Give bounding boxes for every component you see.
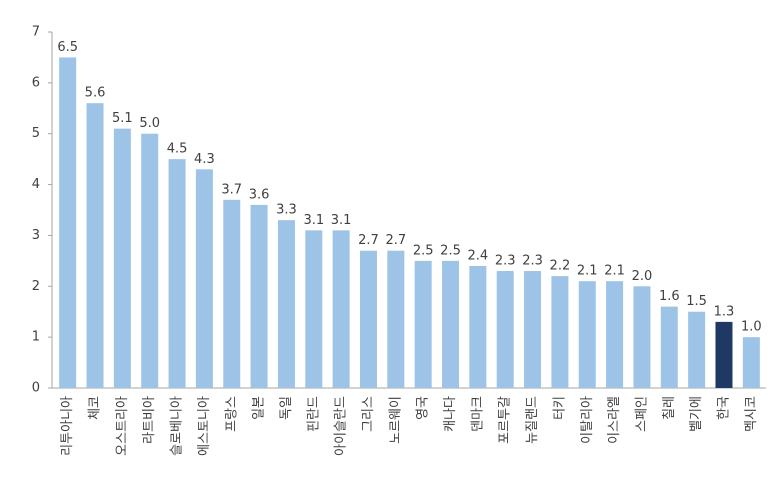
value-label: 5.0	[139, 116, 160, 131]
x-tick-label: 아이슬란드	[334, 396, 349, 456]
x-tick-label: 오스트리아	[115, 396, 130, 456]
value-label: 2.3	[495, 254, 516, 269]
bar	[113, 128, 131, 388]
value-label: 2.5	[440, 243, 461, 258]
value-label: 4.3	[194, 152, 215, 167]
bar	[524, 271, 542, 388]
x-tick-label: 프랑스	[224, 396, 239, 432]
bar	[496, 271, 514, 388]
value-label: 3.3	[276, 203, 297, 218]
value-label: 2.0	[632, 269, 653, 284]
bar	[86, 103, 104, 388]
x-tick-label: 덴마크	[470, 396, 485, 432]
bar	[277, 220, 295, 388]
value-label: 2.2	[550, 259, 571, 274]
value-label: 2.1	[577, 264, 598, 279]
bar	[742, 337, 760, 388]
y-tick-label: 3	[32, 228, 40, 243]
bar	[332, 230, 350, 388]
value-label: 2.3	[522, 254, 543, 269]
value-label: 1.6	[659, 289, 680, 304]
value-label: 5.6	[85, 86, 106, 101]
y-tick-label: 2	[32, 279, 40, 294]
x-tick-label: 칠레	[662, 396, 677, 420]
x-tick-label: 에스토니아	[197, 396, 212, 456]
x-tick-label: 일본	[252, 396, 267, 420]
x-tick-label: 핀란드	[306, 396, 321, 432]
bar	[250, 204, 268, 388]
value-label: 1.0	[741, 320, 762, 335]
y-tick-label: 4	[32, 177, 40, 192]
x-tick-label: 터키	[552, 396, 567, 420]
y-tick-label: 6	[32, 75, 40, 90]
bar	[469, 265, 487, 388]
x-tick-label: 체코	[88, 396, 103, 420]
x-tick-label: 슬로베니아	[170, 396, 185, 456]
x-tick-label: 멕시코	[744, 396, 759, 432]
value-label: 2.7	[385, 233, 406, 248]
x-tick-label: 독일	[279, 396, 294, 420]
value-label: 3.1	[331, 213, 352, 228]
value-label: 3.7	[221, 182, 242, 197]
value-label: 1.3	[714, 304, 735, 319]
y-tick-label: 1	[32, 330, 40, 345]
value-label: 3.6	[249, 187, 270, 202]
x-tick-label: 그리스	[361, 396, 376, 432]
value-label: 2.4	[468, 248, 489, 263]
value-label: 6.5	[57, 40, 78, 55]
bar	[633, 286, 651, 388]
value-label: 3.1	[303, 213, 324, 228]
bar	[59, 57, 77, 389]
x-tick-label: 캐나다	[443, 396, 458, 432]
bar	[551, 276, 569, 388]
x-tick-label: 스페인	[634, 396, 649, 432]
x-tick-label: 노르웨이	[388, 396, 403, 444]
value-label: 2.5	[413, 243, 434, 258]
x-tick-label: 뉴질랜드	[525, 396, 540, 444]
bar	[168, 159, 186, 388]
x-tick-label: 포르투갈	[498, 396, 513, 444]
x-tick-label: 한국	[716, 396, 731, 420]
value-label: 2.7	[358, 233, 379, 248]
x-tick-label: 이탈리아	[580, 396, 595, 444]
x-tick-label: 영국	[416, 396, 431, 420]
value-label: 2.1	[604, 264, 625, 279]
y-tick-label: 5	[32, 126, 40, 141]
y-tick-label: 0	[32, 381, 40, 396]
bar	[359, 250, 377, 388]
value-label: 5.1	[112, 111, 133, 126]
bar	[715, 321, 733, 388]
bar	[414, 260, 432, 388]
x-tick-label: 리투아니아	[60, 396, 75, 456]
bar	[442, 260, 460, 388]
bar	[141, 133, 159, 388]
bar	[578, 281, 596, 388]
value-label: 1.5	[686, 294, 707, 309]
x-tick-label: 벨기에	[689, 396, 704, 432]
bar	[305, 230, 323, 388]
bar	[688, 311, 706, 388]
bar	[606, 281, 624, 388]
x-tick-label: 라트비아	[142, 396, 157, 444]
value-label: 4.5	[167, 142, 188, 157]
bar	[387, 250, 405, 388]
bar	[195, 169, 213, 388]
bar	[223, 199, 241, 388]
y-tick-label: 7	[32, 25, 40, 40]
bar	[660, 306, 678, 388]
x-tick-label: 이스라엘	[607, 396, 622, 444]
